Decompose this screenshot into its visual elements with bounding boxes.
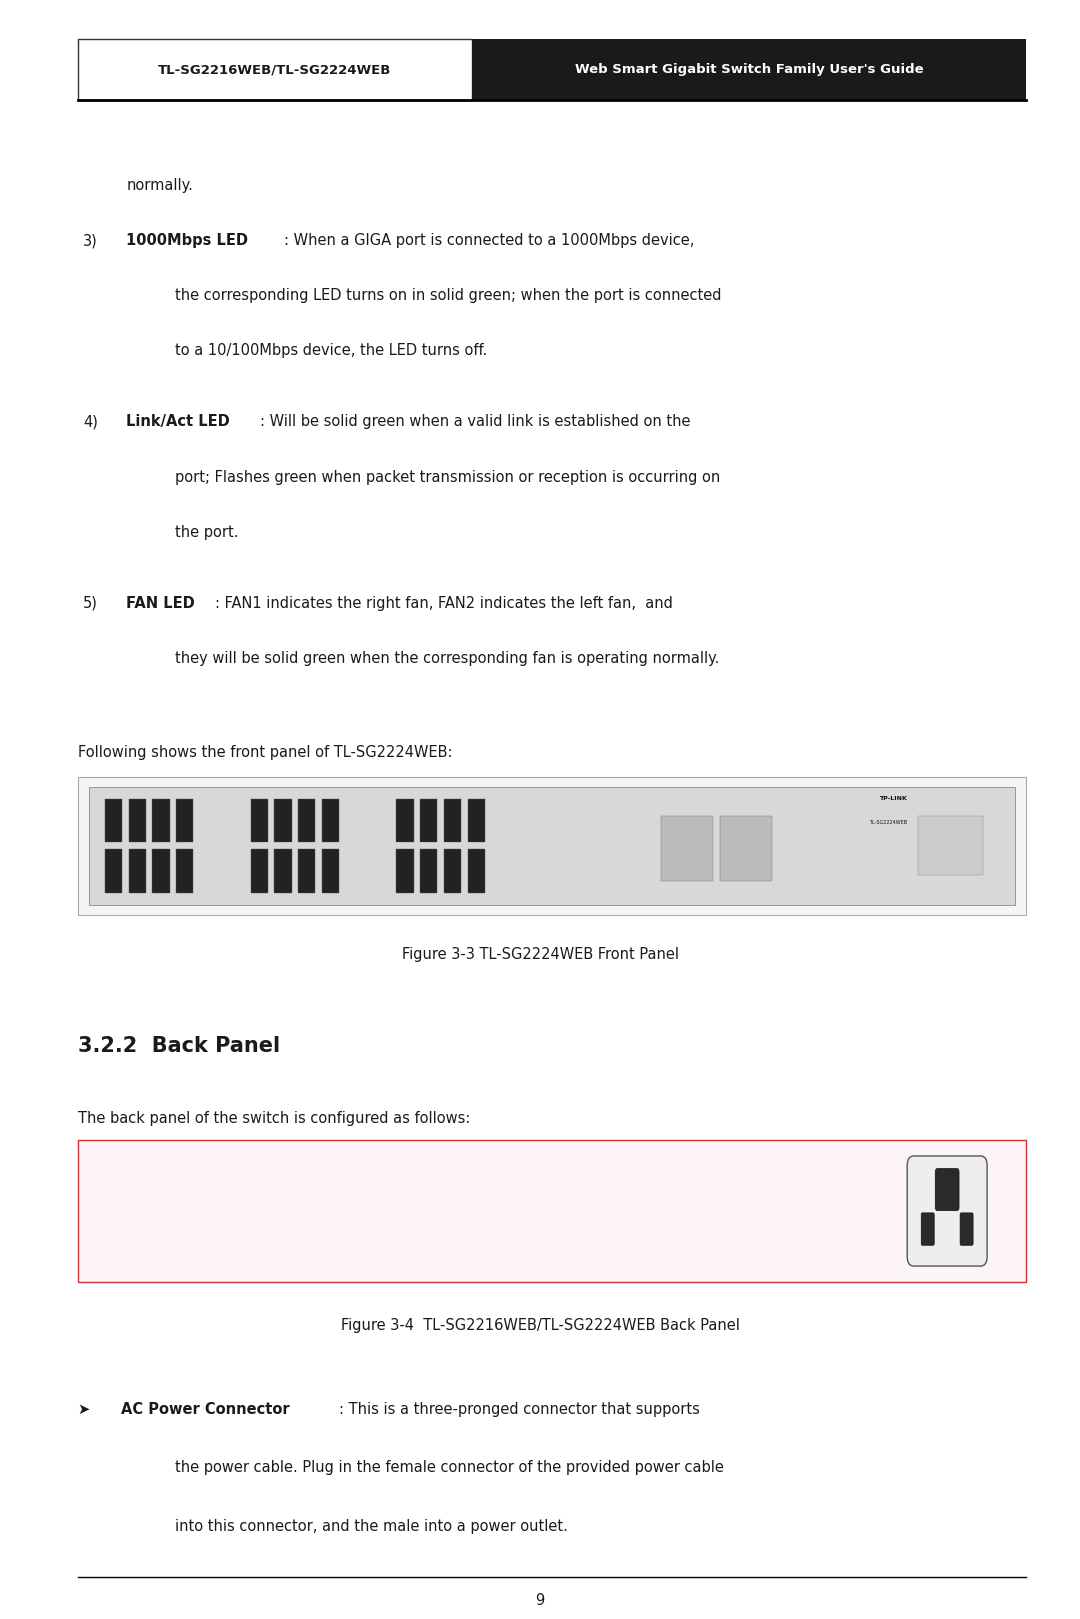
Text: into this connector, and the male into a power outlet.: into this connector, and the male into a…	[175, 1519, 568, 1533]
Bar	[176, 798, 193, 842]
Bar	[396, 798, 414, 842]
Bar	[444, 798, 461, 842]
Bar	[176, 850, 193, 894]
Bar	[444, 850, 461, 894]
Text: the port.: the port.	[175, 525, 239, 539]
Bar	[420, 798, 437, 842]
Text: 5): 5)	[83, 596, 98, 610]
Text: : Will be solid green when a valid link is established on the: : Will be solid green when a valid link …	[260, 414, 691, 429]
Text: they will be solid green when the corresponding fan is operating normally.: they will be solid green when the corres…	[175, 651, 719, 665]
Text: : FAN1 indicates the right fan, FAN2 indicates the left fan,  and: : FAN1 indicates the right fan, FAN2 ind…	[215, 596, 673, 610]
Text: port; Flashes green when packet transmission or reception is occurring on: port; Flashes green when packet transmis…	[175, 470, 720, 484]
FancyBboxPatch shape	[960, 1213, 973, 1245]
Text: TL-SG2216WEB/TL-SG2224WEB: TL-SG2216WEB/TL-SG2224WEB	[158, 63, 392, 76]
Text: Web Smart Gigabit Switch Family User's Guide: Web Smart Gigabit Switch Family User's G…	[575, 63, 923, 76]
Text: 9: 9	[536, 1593, 544, 1608]
Text: TP-LINK: TP-LINK	[879, 797, 907, 801]
Bar	[129, 850, 146, 894]
FancyBboxPatch shape	[935, 1169, 959, 1211]
Text: 3.2.2  Back Panel: 3.2.2 Back Panel	[78, 1036, 280, 1056]
Bar	[468, 798, 485, 842]
Bar	[129, 798, 146, 842]
Text: : This is a three-pronged connector that supports: : This is a three-pronged connector that…	[338, 1402, 700, 1417]
Bar	[274, 850, 292, 894]
Text: The back panel of the switch is configured as follows:: The back panel of the switch is configur…	[78, 1111, 470, 1125]
Text: to a 10/100Mbps device, the LED turns off.: to a 10/100Mbps device, the LED turns of…	[175, 343, 487, 358]
Bar	[298, 850, 315, 894]
Bar	[298, 798, 315, 842]
Bar	[322, 850, 339, 894]
Text: Figure 3-4  TL-SG2216WEB/TL-SG2224WEB Back Panel: Figure 3-4 TL-SG2216WEB/TL-SG2224WEB Bac…	[340, 1318, 740, 1332]
Text: 1000Mbps LED: 1000Mbps LED	[126, 233, 248, 248]
Bar	[152, 798, 170, 842]
Text: TL-SG2224WEB: TL-SG2224WEB	[869, 819, 907, 826]
Text: Link/Act LED: Link/Act LED	[126, 414, 230, 429]
Bar	[78, 39, 472, 100]
FancyBboxPatch shape	[907, 1156, 987, 1266]
Text: AC Power Connector: AC Power Connector	[121, 1402, 289, 1417]
Text: 3): 3)	[83, 233, 98, 248]
Text: FAN LED: FAN LED	[126, 596, 195, 610]
Text: normally.: normally.	[126, 178, 193, 193]
Text: the power cable. Plug in the female connector of the provided power cable: the power cable. Plug in the female conn…	[175, 1460, 724, 1475]
Bar	[251, 850, 268, 894]
Text: ➤: ➤	[78, 1402, 90, 1417]
Text: 4): 4)	[83, 414, 98, 429]
Bar	[152, 850, 170, 894]
Bar	[78, 777, 1026, 915]
Bar	[468, 850, 485, 894]
Text: the corresponding LED turns on in solid green; when the port is connected: the corresponding LED turns on in solid …	[175, 288, 721, 303]
Bar	[322, 798, 339, 842]
Text: Following shows the front panel of TL-SG2224WEB:: Following shows the front panel of TL-SG…	[78, 745, 453, 759]
Bar	[661, 816, 713, 881]
Text: : When a GIGA port is connected to a 1000Mbps device,: : When a GIGA port is connected to a 100…	[284, 233, 694, 248]
Bar	[720, 816, 772, 881]
Bar	[105, 798, 122, 842]
Bar	[396, 850, 414, 894]
Bar	[105, 850, 122, 894]
Bar	[420, 850, 437, 894]
Bar	[274, 798, 292, 842]
Text: Figure 3-3 TL-SG2224WEB Front Panel: Figure 3-3 TL-SG2224WEB Front Panel	[402, 947, 678, 962]
Bar	[918, 816, 983, 876]
FancyBboxPatch shape	[921, 1213, 934, 1245]
Bar	[251, 798, 268, 842]
Bar	[89, 787, 1015, 905]
Bar	[472, 39, 1026, 100]
Bar	[78, 1140, 1026, 1282]
